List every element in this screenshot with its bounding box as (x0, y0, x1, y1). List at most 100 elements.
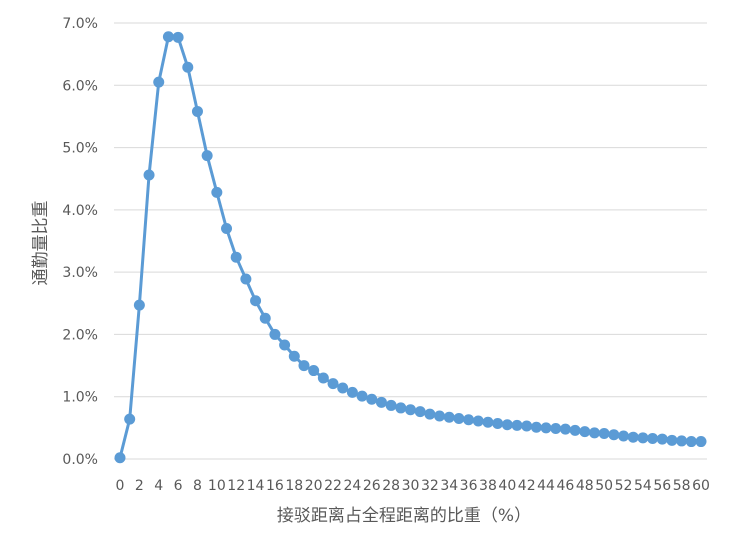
data-point (414, 406, 426, 418)
x-tick-label: 14 (247, 478, 265, 494)
y-tick-label: 0.0% (62, 452, 98, 468)
x-tick-label: 26 (363, 478, 381, 494)
data-point (395, 402, 407, 414)
series-line (118, 35, 701, 459)
data-point (288, 350, 300, 362)
data-point (559, 423, 571, 435)
y-tick-label: 7.0% (62, 16, 98, 32)
data-point (230, 251, 242, 263)
data-point (366, 393, 378, 405)
data-point (550, 422, 562, 434)
y-tick-label: 6.0% (62, 78, 98, 94)
x-tick-label: 16 (266, 478, 284, 494)
data-point (472, 415, 484, 427)
x-tick-label: 52 (615, 478, 633, 494)
data-point (666, 434, 678, 446)
data-point (637, 432, 649, 444)
x-tick-label: 18 (285, 478, 303, 494)
x-tick-label: 30 (402, 478, 420, 494)
data-point (588, 427, 600, 439)
data-point (492, 417, 504, 429)
x-tick-label: 34 (440, 478, 458, 494)
data-point (453, 413, 465, 425)
y-tick-label: 4.0% (62, 203, 98, 219)
data-point (405, 404, 416, 416)
data-point (647, 432, 659, 444)
data-point (463, 414, 475, 426)
data-point (434, 410, 446, 422)
x-tick-label: 22 (324, 478, 342, 494)
data-point (182, 61, 194, 73)
x-tick-label: 46 (557, 478, 575, 494)
data-point (424, 408, 436, 420)
x-tick-label: 32 (421, 478, 439, 494)
x-tick-label: 36 (460, 478, 478, 494)
data-point (656, 433, 668, 445)
x-tick-label: 44 (537, 478, 555, 494)
data-point (211, 186, 223, 198)
y-tick-label: 2.0% (62, 327, 98, 343)
x-axis-title: 接驳距离占全程距离的比重（%） (277, 506, 531, 526)
data-point (685, 436, 697, 448)
x-tick-label: 20 (305, 478, 323, 494)
data-point (250, 295, 262, 307)
data-point (385, 399, 397, 411)
data-point (259, 312, 271, 324)
x-tick-label: 60 (692, 478, 710, 494)
data-point (317, 372, 329, 384)
x-tick-label: 48 (576, 478, 594, 494)
data-point (579, 426, 591, 438)
data-point (240, 273, 252, 285)
data-point (569, 424, 581, 436)
data-point (269, 328, 281, 340)
data-point (443, 411, 455, 423)
x-tick-label: 54 (634, 478, 652, 494)
data-point (530, 421, 542, 433)
x-tick-label: 56 (653, 478, 671, 494)
data-point (201, 150, 213, 162)
x-tick-label: 2 (135, 478, 144, 494)
data-point (143, 169, 155, 181)
y-tick-label: 1.0% (62, 390, 98, 406)
x-tick-label: 28 (382, 478, 400, 494)
data-point (298, 360, 310, 372)
data-point (695, 436, 707, 448)
series-group (114, 31, 707, 464)
data-point (627, 431, 639, 443)
data-point (327, 378, 339, 390)
x-tick-label: 50 (595, 478, 613, 494)
data-point (346, 386, 358, 398)
data-point (133, 299, 145, 311)
data-point (153, 76, 165, 88)
data-point (608, 429, 620, 441)
x-tick-label: 0 (116, 478, 125, 494)
y-axis-ticks: 0.0% 1.0% 2.0% 3.0% 4.0% 5.0% 6.0% 7.0% (62, 16, 98, 468)
gridlines (114, 22, 707, 460)
data-point (501, 419, 513, 431)
x-tick-label: 42 (518, 478, 536, 494)
data-point (191, 105, 203, 117)
x-tick-label: 24 (343, 478, 361, 494)
x-tick-label: 4 (154, 478, 163, 494)
x-tick-label: 12 (227, 478, 245, 494)
x-tick-label: 38 (479, 478, 497, 494)
data-point (356, 390, 368, 402)
data-point (618, 430, 630, 442)
data-point (308, 365, 320, 377)
data-point (279, 339, 291, 351)
x-tick-label: 8 (193, 478, 202, 494)
x-tick-label: 10 (208, 478, 226, 494)
y-tick-label: 5.0% (62, 141, 98, 157)
x-tick-label: 58 (673, 478, 691, 494)
data-point (124, 413, 136, 425)
data-point (114, 452, 126, 464)
x-axis-ticks: 0 2 4 6 8 10 12 14 16 18 20 22 24 26 28 30 32 34 36 38 40 42 4… (116, 478, 710, 494)
data-point (162, 31, 174, 43)
x-tick-label: 6 (174, 478, 183, 494)
data-point (521, 420, 533, 432)
data-point (511, 419, 523, 431)
data-point (676, 435, 688, 447)
y-tick-label: 3.0% (62, 265, 98, 281)
